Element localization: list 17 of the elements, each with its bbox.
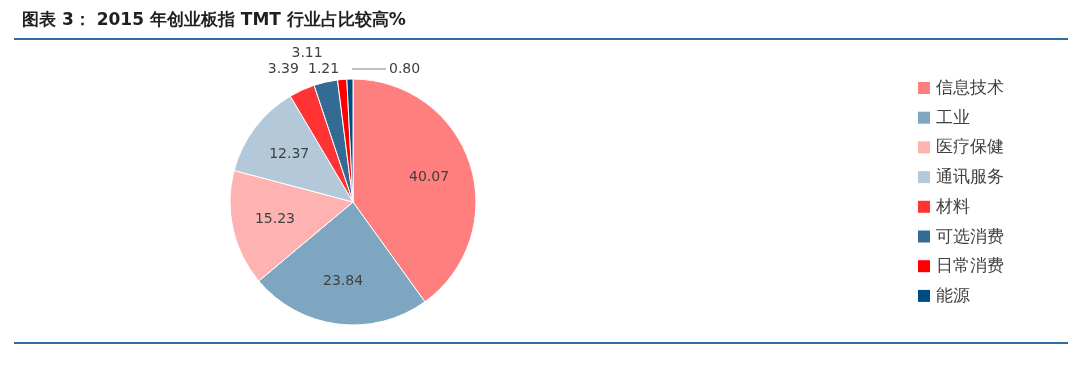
legend-label: 工业 [936, 106, 970, 127]
data-label: 3.11 [291, 44, 323, 60]
legend-label: 可选消费 [936, 225, 1004, 246]
legend-label: 日常消费 [936, 255, 1004, 276]
legend-label: 材料 [935, 195, 970, 216]
data-label: 3.39 [267, 60, 299, 76]
data-label: 23.84 [323, 272, 364, 289]
data-label: 40.07 [409, 168, 450, 185]
legend-label: 信息技术 [936, 77, 1004, 97]
legend-label: 医疗保健 [936, 136, 1004, 157]
data-label: 1.21 [307, 60, 340, 76]
data-label: 0.80 [389, 60, 421, 76]
legend-label: 通讯服务 [936, 166, 1004, 187]
legend-label: 能源 [936, 284, 970, 305]
data-label: 15.23 [254, 210, 296, 227]
data-label: 12.37 [269, 144, 310, 161]
chart-title: 图表 3： 2015 年创业板指 TMT 行业占比较高% [22, 9, 406, 29]
